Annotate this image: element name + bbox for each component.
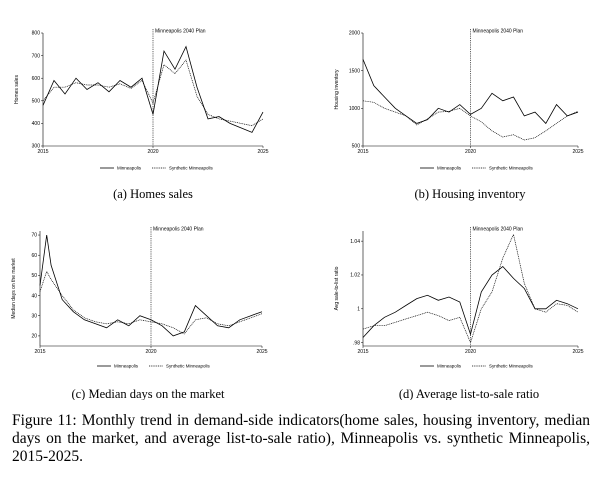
series-line-synthetic xyxy=(42,59,264,127)
intervention-label: Minneapolis 2040 Plan xyxy=(473,227,524,233)
y-tick-label: 20 xyxy=(31,334,37,340)
y-tick-label: 2000 xyxy=(349,31,360,37)
chart-panel-1: 300 400 500 600 700 800 2015 2020 2025 Homes sale… xyxy=(14,29,269,202)
y-tick-label: 70 xyxy=(31,233,37,239)
y-tick-label: 500 xyxy=(32,99,41,105)
legend-label-minneapolis: Minneapolis xyxy=(437,166,462,171)
series-line-minneapolis xyxy=(362,59,579,125)
x-tick-label: 2025 xyxy=(256,349,267,355)
y-tick-label: 40 xyxy=(31,293,37,299)
y-tick-label: 30 xyxy=(31,313,37,319)
x-tick-label: 2015 xyxy=(37,149,48,155)
y-axis-label: Median days on the market xyxy=(11,258,17,319)
series-line-synthetic xyxy=(39,270,263,335)
legend-label-synthetic: Synthetic Minneapolis xyxy=(489,166,534,171)
y-tick-label: 1000 xyxy=(349,106,360,112)
y-tick-label: 300 xyxy=(32,144,41,150)
chart-panel-4: .98 1 1.02 1.04 2015 2020 2025 Avg sale-to-list… xyxy=(334,227,584,401)
legend-label-minneapolis: Minneapolis xyxy=(437,364,462,369)
chart-subtitle: (d) Average list-to-sale ratio xyxy=(399,387,539,400)
y-tick-label: 50 xyxy=(31,273,37,279)
y-axis-label: Avg sale-to-list ratio xyxy=(334,266,340,310)
y-tick-label: 1.02 xyxy=(350,273,360,279)
legend-label-synthetic: Synthetic Minneapolis xyxy=(489,364,534,369)
intervention-label: Minneapolis 2040 Plan xyxy=(473,29,524,35)
legend-label-minneapolis: Minneapolis xyxy=(114,364,139,369)
series-line-minneapolis xyxy=(39,234,263,337)
series-line-synthetic xyxy=(362,100,579,141)
x-tick-label: 2015 xyxy=(357,349,368,355)
y-tick-label: 600 xyxy=(32,76,41,82)
chart-panel-3: 20 30 40 50 60 70 2015 2020 2025 Median days on t… xyxy=(11,227,268,401)
y-tick-label: 1 xyxy=(357,306,360,312)
intervention-label: Minneapolis 2040 Plan xyxy=(153,227,204,233)
series-line-synthetic xyxy=(362,233,579,344)
legend-label-synthetic: Synthetic Minneapolis xyxy=(169,166,214,171)
y-tick-label: 1500 xyxy=(349,68,360,74)
chart-subtitle: (c) Median days on the market xyxy=(71,387,225,400)
y-tick-label: 1.04 xyxy=(350,239,360,245)
intervention-label: Minneapolis 2040 Plan xyxy=(155,29,206,35)
legend-label-synthetic: Synthetic Minneapolis xyxy=(166,364,211,369)
y-tick-label: 700 xyxy=(32,53,41,59)
x-tick-label: 2015 xyxy=(34,349,45,355)
figure-caption: Figure 11: Monthly trend in demand-side … xyxy=(12,412,590,465)
x-tick-label: 2020 xyxy=(147,149,158,155)
y-tick-label: .98 xyxy=(353,340,360,346)
x-tick-label: 2020 xyxy=(465,349,476,355)
x-tick-label: 2025 xyxy=(572,349,583,355)
chart-panel-2: 500 1000 1500 2000 2015 2020 2025 Housing inven… xyxy=(334,29,584,202)
x-tick-label: 2015 xyxy=(357,149,368,155)
series-line-minneapolis xyxy=(42,45,264,133)
y-axis-label: Housing inventory xyxy=(334,69,340,110)
x-tick-label: 2020 xyxy=(465,149,476,155)
legend-label-minneapolis: Minneapolis xyxy=(117,166,142,171)
figure-panels: 300 400 500 600 700 800 2015 2020 2025 Homes sale… xyxy=(11,29,584,401)
x-tick-label: 2025 xyxy=(257,149,268,155)
series-line-minneapolis xyxy=(362,265,579,338)
y-axis-label: Homes sales xyxy=(14,75,20,104)
y-tick-label: 60 xyxy=(31,253,37,259)
y-tick-label: 400 xyxy=(32,121,41,127)
x-tick-label: 2020 xyxy=(145,349,156,355)
y-tick-label: 500 xyxy=(352,144,361,150)
chart-subtitle: (b) Housing inventory xyxy=(414,187,526,201)
x-tick-label: 2025 xyxy=(572,149,583,155)
chart-subtitle: (a) Homes sales xyxy=(113,187,193,201)
y-tick-label: 800 xyxy=(32,31,41,37)
